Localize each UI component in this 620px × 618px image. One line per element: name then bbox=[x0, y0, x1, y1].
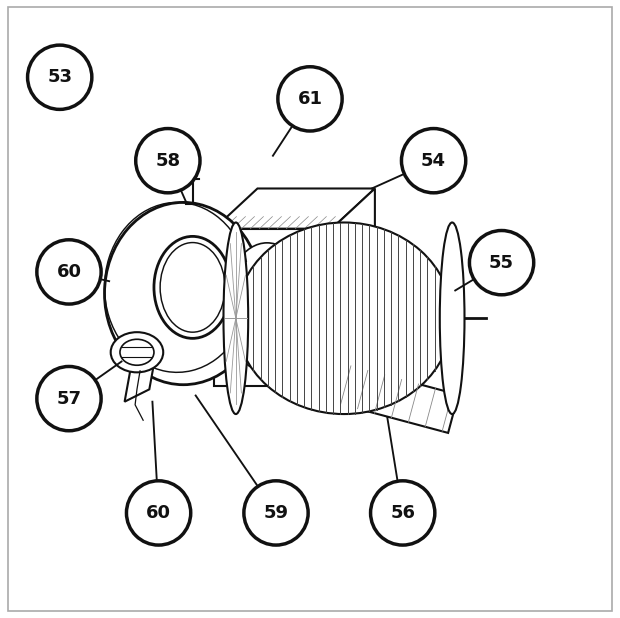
Text: 56: 56 bbox=[390, 504, 415, 522]
Text: 58: 58 bbox=[155, 151, 180, 170]
Circle shape bbox=[37, 366, 101, 431]
Text: 55: 55 bbox=[489, 253, 514, 272]
Polygon shape bbox=[335, 365, 458, 433]
Ellipse shape bbox=[105, 203, 262, 384]
Bar bbox=[215, 229, 332, 386]
Circle shape bbox=[37, 240, 101, 304]
Circle shape bbox=[27, 45, 92, 109]
Ellipse shape bbox=[225, 243, 309, 372]
Circle shape bbox=[371, 481, 435, 545]
Ellipse shape bbox=[223, 222, 248, 414]
Text: 61: 61 bbox=[298, 90, 322, 108]
Ellipse shape bbox=[111, 332, 163, 372]
Circle shape bbox=[244, 481, 308, 545]
Circle shape bbox=[469, 231, 534, 295]
Circle shape bbox=[126, 481, 191, 545]
Polygon shape bbox=[215, 188, 375, 229]
Text: 53: 53 bbox=[47, 68, 72, 87]
Circle shape bbox=[136, 129, 200, 193]
Circle shape bbox=[278, 67, 342, 131]
Text: 60: 60 bbox=[56, 263, 81, 281]
Polygon shape bbox=[125, 355, 156, 402]
Text: 60: 60 bbox=[146, 504, 171, 522]
Ellipse shape bbox=[440, 222, 464, 414]
Ellipse shape bbox=[154, 237, 231, 339]
Ellipse shape bbox=[160, 243, 225, 332]
Text: 57: 57 bbox=[56, 389, 81, 408]
Text: 59: 59 bbox=[264, 504, 288, 522]
Ellipse shape bbox=[236, 222, 452, 414]
Polygon shape bbox=[332, 188, 375, 386]
Text: 54: 54 bbox=[421, 151, 446, 170]
Ellipse shape bbox=[120, 339, 154, 365]
FancyBboxPatch shape bbox=[9, 7, 611, 611]
Circle shape bbox=[402, 129, 466, 193]
